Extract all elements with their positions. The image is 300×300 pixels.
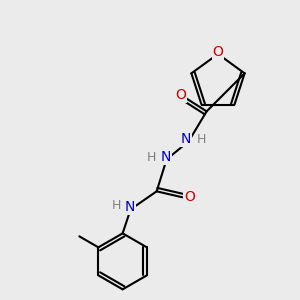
Text: H: H xyxy=(147,151,156,164)
Text: O: O xyxy=(175,88,186,102)
Text: N: N xyxy=(160,150,171,164)
Text: H: H xyxy=(197,133,206,146)
Text: O: O xyxy=(213,45,224,59)
Text: H: H xyxy=(112,199,121,212)
Text: N: N xyxy=(180,132,191,146)
Text: N: N xyxy=(124,200,135,214)
Text: O: O xyxy=(184,190,195,204)
